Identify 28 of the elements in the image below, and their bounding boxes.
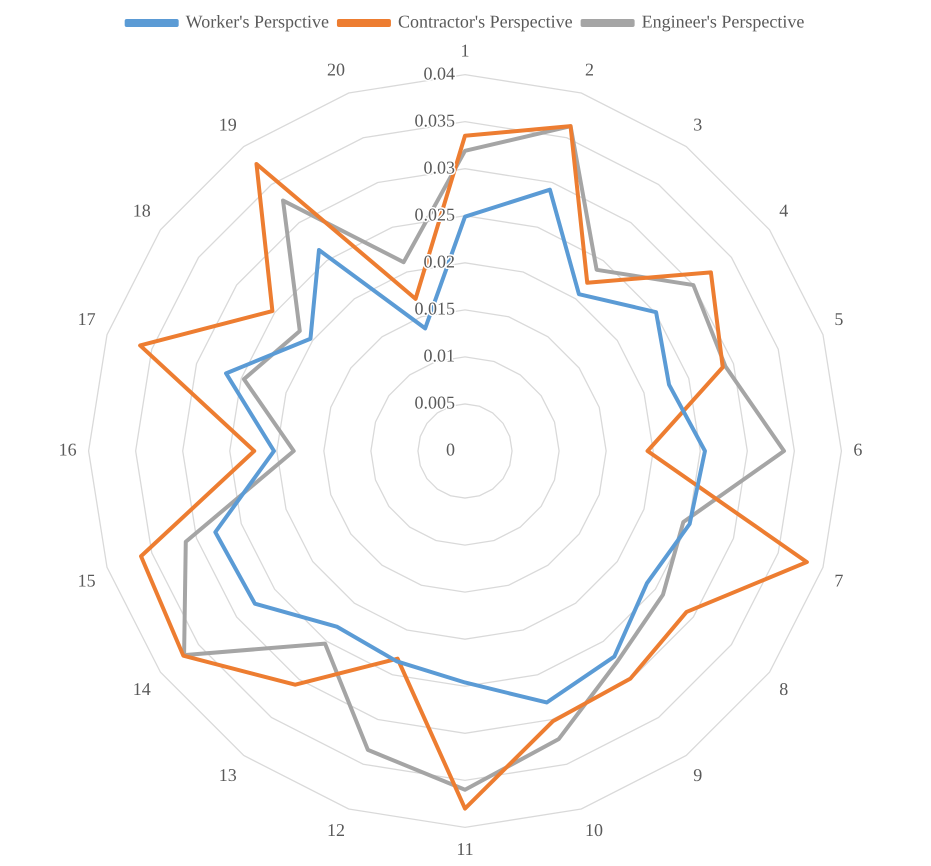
spoke-label: 12 <box>326 820 345 840</box>
spoke-label: 5 <box>834 308 844 329</box>
legend-label: Worker's Perspctive <box>186 12 329 32</box>
spoke-label: 3 <box>693 114 702 135</box>
spoke-label: 16 <box>58 440 77 460</box>
spoke-label: 17 <box>78 308 96 329</box>
y-tick-label: 0.035 <box>414 110 455 130</box>
spoke-label: 13 <box>218 764 237 785</box>
spoke-label: 18 <box>132 200 151 221</box>
spoke-label: 4 <box>779 200 788 221</box>
y-tick-label: 0.01 <box>424 346 455 366</box>
spoke-label: 9 <box>693 764 702 785</box>
spoke-label: 1 <box>460 40 470 61</box>
y-tick-label: 0.04 <box>424 63 455 84</box>
spoke-label: 11 <box>456 838 474 859</box>
spoke-label: 14 <box>132 678 151 699</box>
spoke-label: 2 <box>585 60 594 80</box>
legend-label: Engineer's Perspective <box>642 12 804 32</box>
spoke-label: 8 <box>779 678 788 699</box>
spoke-label: 10 <box>585 820 604 840</box>
spoke-label: 15 <box>78 570 96 591</box>
y-tick-label: 0.005 <box>414 392 455 413</box>
spoke-label: 19 <box>218 114 237 135</box>
spoke-label: 6 <box>853 440 862 460</box>
y-tick-label: 0 <box>446 440 455 460</box>
legend-label: Contractor's Perspective <box>398 12 573 32</box>
spoke-label: 7 <box>834 570 844 591</box>
spoke-label: 20 <box>326 60 345 80</box>
